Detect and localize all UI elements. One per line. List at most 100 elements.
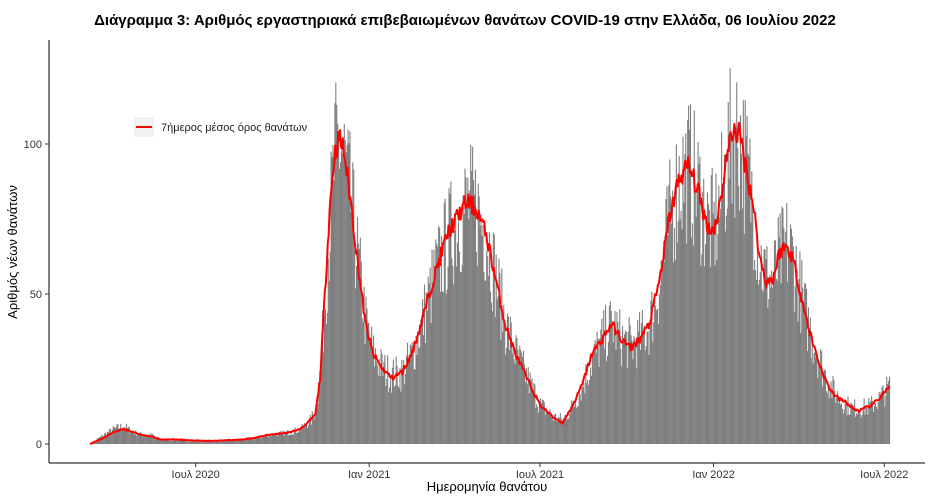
daily-deaths-bar — [739, 115, 742, 444]
daily-deaths-bar — [264, 435, 266, 444]
daily-deaths-bar — [461, 264, 463, 444]
daily-deaths-bar — [740, 153, 742, 444]
daily-deaths-bar — [196, 441, 198, 444]
daily-deaths-bar — [565, 414, 567, 444]
daily-deaths-bar — [506, 313, 509, 444]
daily-deaths-bar — [417, 331, 419, 444]
daily-deaths-bar — [558, 418, 560, 444]
daily-deaths-bar — [327, 258, 329, 444]
daily-deaths-bar — [256, 435, 259, 444]
daily-deaths-bar — [857, 410, 859, 444]
daily-deaths-bar — [878, 391, 880, 444]
daily-deaths-bar — [867, 414, 869, 444]
daily-deaths-bar — [816, 356, 818, 444]
daily-deaths-bar — [828, 398, 830, 444]
daily-deaths-bar — [851, 403, 853, 444]
daily-deaths-bar — [121, 428, 123, 444]
daily-deaths-bar — [515, 335, 517, 444]
daily-deaths-bar — [472, 180, 475, 444]
daily-deaths-bar — [625, 331, 627, 444]
daily-deaths-bar — [467, 177, 469, 445]
daily-deaths-bar — [177, 439, 179, 444]
daily-deaths-bar — [600, 329, 602, 444]
daily-deaths-bar — [720, 208, 722, 444]
daily-deaths-bar — [607, 342, 609, 444]
daily-deaths-bar — [106, 435, 108, 444]
daily-deaths-bar — [441, 291, 443, 444]
daily-deaths-bar — [455, 217, 457, 444]
daily-deaths-bar — [542, 400, 544, 444]
daily-deaths-bar — [353, 169, 355, 445]
daily-deaths-bar — [707, 204, 709, 444]
daily-deaths-bar — [837, 391, 839, 444]
daily-deaths-bar — [858, 411, 860, 444]
daily-deaths-bar — [423, 284, 426, 444]
daily-deaths-bar — [529, 372, 531, 444]
daily-deaths-bar — [355, 288, 357, 444]
daily-deaths-bar — [555, 413, 557, 444]
daily-deaths-bar — [794, 286, 796, 444]
daily-deaths-bar — [328, 281, 330, 444]
daily-deaths-bar — [522, 357, 524, 444]
daily-deaths-bar — [690, 237, 692, 444]
daily-deaths-bar — [139, 433, 141, 444]
daily-deaths-bar — [468, 219, 470, 444]
daily-deaths-bar — [571, 400, 573, 444]
daily-deaths-bar — [223, 439, 225, 444]
daily-deaths-bar — [763, 249, 765, 444]
daily-deaths-bar — [107, 432, 110, 444]
daily-deaths-bar — [573, 406, 576, 444]
daily-deaths-bar — [635, 345, 637, 444]
daily-deaths-bar — [267, 433, 269, 444]
daily-deaths-bar — [596, 331, 598, 444]
daily-deaths-bar — [100, 436, 102, 444]
daily-deaths-bar — [486, 250, 488, 444]
daily-deaths-bar — [484, 280, 486, 444]
daily-deaths-bar — [189, 441, 191, 444]
daily-deaths-bar — [432, 282, 434, 444]
daily-deaths-bar — [830, 381, 832, 444]
daily-deaths-bar — [800, 333, 802, 444]
daily-deaths-bar — [462, 194, 464, 444]
daily-deaths-bar — [109, 429, 111, 444]
daily-deaths-bar — [493, 234, 495, 444]
daily-deaths-bar — [756, 233, 759, 444]
daily-deaths-bar — [554, 414, 556, 444]
daily-deaths-bar — [580, 400, 582, 444]
daily-deaths-bar — [823, 370, 826, 444]
daily-deaths-bar — [217, 439, 219, 444]
daily-deaths-bar — [226, 439, 228, 444]
daily-deaths-bar — [408, 355, 410, 444]
daily-deaths-bar — [805, 289, 808, 444]
daily-deaths-bar — [488, 276, 490, 444]
daily-deaths-bar — [247, 437, 249, 444]
daily-deaths-bar — [259, 436, 261, 444]
daily-deaths-bar — [401, 359, 403, 444]
daily-deaths-bar — [405, 373, 407, 444]
daily-deaths-bar — [755, 279, 758, 444]
daily-deaths-bar — [278, 431, 280, 444]
daily-deaths-bar — [646, 331, 648, 444]
daily-deaths-bar — [599, 337, 601, 444]
daily-deaths-bar — [476, 265, 478, 444]
daily-deaths-bar — [215, 439, 217, 444]
y-axis-title: Αριθμός νέων θανάτων — [5, 185, 20, 319]
daily-deaths-bar — [693, 110, 695, 444]
daily-deaths-bar — [339, 169, 341, 444]
daily-deaths-bar — [803, 301, 805, 444]
daily-deaths-bar — [780, 283, 782, 444]
daily-deaths-bar — [682, 136, 684, 445]
daily-deaths-bar — [482, 225, 484, 444]
daily-deaths-bar — [387, 355, 389, 444]
daily-deaths-bar — [544, 414, 546, 444]
daily-deaths-bar — [805, 283, 807, 444]
daily-deaths-bar — [639, 312, 641, 444]
daily-deaths-bar — [190, 441, 193, 444]
daily-deaths-bar — [312, 415, 314, 444]
daily-deaths-bar — [173, 437, 175, 444]
daily-deaths-bar — [512, 348, 514, 444]
seven-day-average-line — [89, 121, 890, 445]
daily-deaths-bar — [189, 440, 192, 444]
daily-deaths-bar — [504, 324, 506, 444]
